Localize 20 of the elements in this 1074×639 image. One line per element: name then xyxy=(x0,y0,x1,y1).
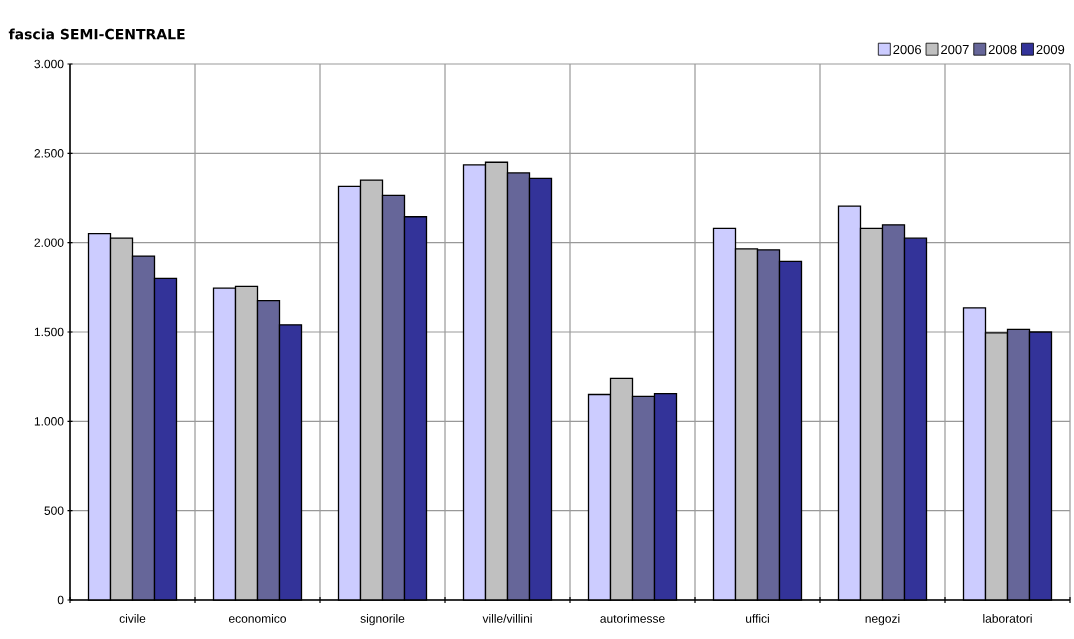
x-tick-label: uffici xyxy=(746,614,769,623)
y-tick-label: 1.500 xyxy=(34,327,64,337)
y-tick-label: 500 xyxy=(44,506,64,515)
legend-label: 2006 xyxy=(893,44,922,55)
y-tick-label: 2.000 xyxy=(34,238,64,247)
x-tick-label: economico xyxy=(228,614,286,623)
legend-label: 2009 xyxy=(1036,44,1065,55)
chart-title: fascia SEMI-CENTRALE xyxy=(8,28,185,40)
legend-label: 2008 xyxy=(988,44,1017,55)
x-tick-label: signorile xyxy=(360,614,405,626)
y-tick-label: 3.000 xyxy=(34,59,64,69)
y-tick-label: 2.500 xyxy=(34,149,64,158)
legend-label: 2007 xyxy=(941,44,969,55)
y-tick-label: 1.000 xyxy=(34,417,64,426)
x-tick-label: laboratori xyxy=(983,614,1032,623)
x-tick-label: ville/villini xyxy=(482,614,532,623)
y-tick-label: 0 xyxy=(57,595,64,605)
x-tick-label: autorimesse xyxy=(600,614,665,623)
x-tick-label: civile xyxy=(119,614,146,623)
x-tick-label: negozi xyxy=(865,614,900,626)
